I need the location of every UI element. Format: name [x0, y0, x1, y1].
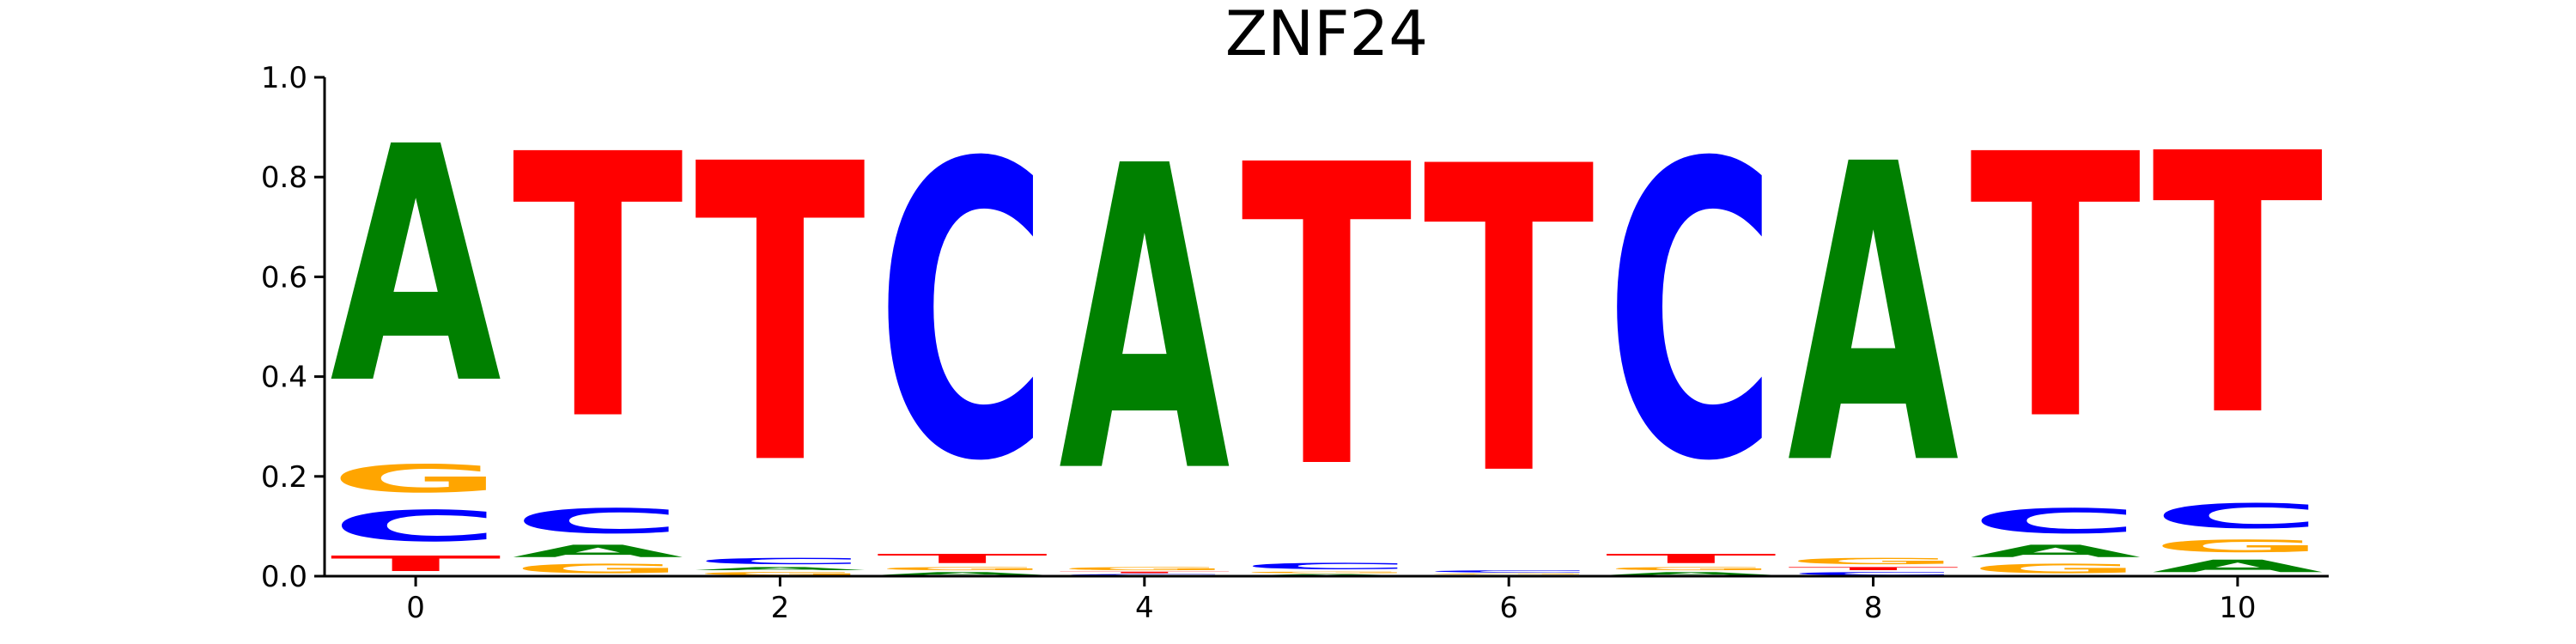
logo-letter-T: T [513, 78, 685, 501]
y-tick-label: 0.2 [261, 460, 307, 495]
y-tick-label: 0.4 [261, 361, 307, 395]
logo-letter-C: C [1423, 569, 1594, 573]
logo-letter-A: A [513, 541, 683, 561]
logo-letter-T: T [1241, 78, 1413, 560]
logo-letter-T: T [877, 551, 1048, 566]
x-tick-label: 10 [2219, 591, 2256, 625]
logo-letter-G: G [877, 566, 1048, 571]
x-tick-label: 0 [406, 591, 425, 625]
logo-letter-G: G [695, 571, 866, 576]
logo-letter-G: G [1970, 562, 2141, 576]
logo-letter-T: T [1606, 551, 1777, 566]
y-tick-label: 0.6 [261, 260, 307, 295]
logo-letter-G: G [1423, 574, 1594, 575]
logo-letter-C: C [2152, 496, 2323, 536]
logo-letter-stacks: TCGAGACTGACTAGTCCTGAAGCTAGCTAGTCCTGAGACT… [330, 78, 2324, 576]
logo-letter-T: T [1970, 78, 2142, 501]
logo-letter-T: T [1059, 571, 1230, 574]
y-tick-label: 0.0 [261, 560, 307, 594]
logo-letter-A: A [330, 79, 502, 456]
x-tick-label: 2 [771, 591, 790, 625]
logo-letter-C: C [695, 556, 866, 567]
logo-letter-A: A [695, 566, 866, 571]
logo-letter-T: T [1423, 79, 1595, 569]
logo-letter-T: T [2152, 78, 2324, 495]
logo-letter-G: G [1059, 566, 1230, 571]
logo-letter-C: C [1970, 501, 2141, 541]
logo-letter-G: G [1606, 566, 1777, 571]
logo-letter-G: G [1788, 556, 1959, 567]
logo-letter-T: T [330, 551, 501, 576]
logo-letter-C: C [513, 501, 683, 541]
logo-letter-A: A [1059, 78, 1231, 564]
logo-letter-C: C [1241, 562, 1412, 572]
chart-axes: 0.0 0.2 0.4 0.6 0.8 1.0 0 2 4 6 8 10 [261, 61, 2329, 625]
logo-letter-A: A [1970, 541, 2141, 561]
x-tick-label: 8 [1864, 591, 1883, 625]
logo-letter-A: A [1606, 571, 1777, 576]
logo-letter-G: G [1241, 571, 1412, 574]
logo-letter-T: T [1788, 566, 1959, 571]
logo-letter-G: G [330, 457, 501, 501]
logo-letter-G: G [2152, 537, 2323, 556]
logo-letter-A: A [877, 571, 1048, 576]
logo-letter-C: C [877, 78, 1048, 550]
x-tick-label: 4 [1135, 591, 1154, 625]
chart-title: ZNF24 [1225, 0, 1428, 70]
logo-letter-A: A [1788, 79, 1960, 556]
logo-letter-G: G [513, 562, 683, 576]
y-tick-label: 1.0 [261, 61, 307, 95]
y-tick-label: 0.8 [261, 161, 307, 195]
logo-letter-A: A [2152, 556, 2323, 576]
x-tick-label: 6 [1499, 591, 1518, 625]
logo-letter-C: C [1788, 571, 1959, 576]
logo-letter-C: C [330, 501, 501, 551]
logo-letter-T: T [695, 79, 867, 556]
logo-letter-C: C [1606, 78, 1777, 550]
